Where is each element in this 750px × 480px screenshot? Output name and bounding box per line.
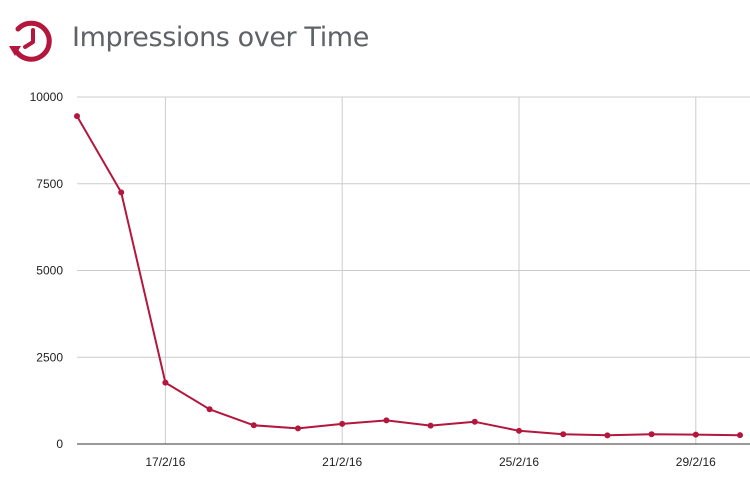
x-tick-label: 25/2/16 bbox=[499, 455, 539, 469]
y-tick-label: 7500 bbox=[36, 177, 63, 191]
y-tick-label: 5000 bbox=[36, 264, 63, 278]
data-point bbox=[427, 422, 434, 429]
x-tick-label: 29/2/16 bbox=[676, 455, 716, 469]
data-point bbox=[206, 406, 213, 413]
data-point bbox=[648, 431, 655, 438]
data-point bbox=[516, 427, 522, 434]
data-point bbox=[737, 432, 743, 439]
data-point bbox=[604, 432, 611, 439]
y-tick-label: 10000 bbox=[30, 90, 64, 104]
series-line bbox=[76, 115, 741, 437]
history-clock-icon bbox=[9, 20, 52, 62]
x-tick-label: 17/2/16 bbox=[145, 455, 185, 469]
x-tick-label: 21/2/16 bbox=[322, 455, 362, 469]
data-point bbox=[560, 431, 567, 438]
data-point bbox=[162, 379, 169, 386]
data-point bbox=[339, 420, 346, 427]
page-title: Impressions over Time bbox=[72, 22, 369, 53]
data-point bbox=[74, 113, 80, 120]
data-point bbox=[692, 431, 699, 438]
data-point bbox=[471, 418, 478, 425]
y-tick-label: 0 bbox=[56, 437, 63, 451]
y-tick-label: 2500 bbox=[36, 350, 63, 364]
data-point bbox=[383, 417, 390, 424]
data-point bbox=[118, 189, 125, 196]
chart-header: Impressions over Time bbox=[0, 0, 750, 80]
data-point bbox=[295, 425, 301, 432]
data-point bbox=[250, 422, 257, 429]
